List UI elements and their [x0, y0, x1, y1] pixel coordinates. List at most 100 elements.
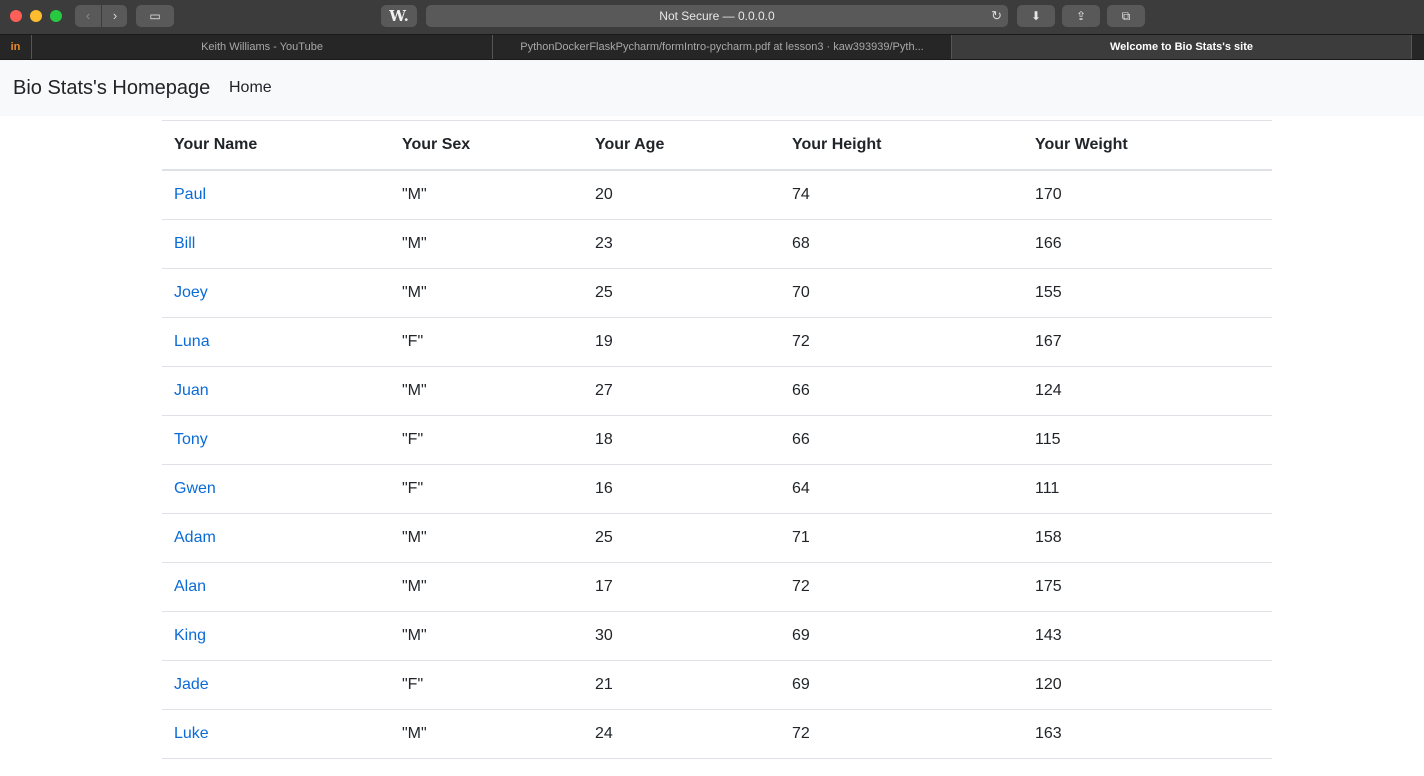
person-name-link[interactable]: Juan: [174, 382, 209, 399]
w-extension-button[interactable]: W.: [381, 5, 417, 27]
table-row: King "M" 30 69 143: [162, 611, 1272, 661]
navbar-brand[interactable]: Bio Stats's Homepage: [13, 77, 211, 99]
person-name-link[interactable]: Jade: [174, 676, 209, 693]
weight-cell: 175: [1023, 562, 1272, 612]
sex-cell: "M": [390, 611, 583, 661]
browser-toolbar: ‹ › ▭ W. Not Secure — 0.0.0.0 ↻ ⬇ ⇪ ⧉: [0, 0, 1424, 34]
height-cell: 68: [780, 219, 1023, 269]
download-icon[interactable]: ⬇: [1017, 5, 1055, 27]
person-name-link[interactable]: King: [174, 627, 207, 644]
height-cell: 70: [780, 268, 1023, 318]
sidebar-icon[interactable]: ▭: [136, 5, 174, 27]
table-row: Gwen "F" 16 64 111: [162, 464, 1272, 514]
sex-cell: "M": [390, 170, 583, 220]
sex-cell: "F": [390, 464, 583, 514]
age-cell: 19: [583, 317, 780, 367]
name-cell: Luke: [162, 709, 390, 759]
header-name: Your Name: [162, 120, 390, 171]
table-row: Juan "M" 27 66 124: [162, 366, 1272, 416]
address-text: Not Secure — 0.0.0.0: [659, 9, 775, 23]
height-cell: 74: [780, 170, 1023, 220]
name-cell: Luna: [162, 317, 390, 367]
person-name-link[interactable]: Alan: [174, 578, 207, 595]
sex-cell: "M": [390, 268, 583, 318]
tab-bar: in Keith Williams - YouTube PythonDocker…: [0, 34, 1424, 60]
height-cell: 71: [780, 513, 1023, 563]
tab-overview-icon[interactable]: ⧉: [1107, 5, 1145, 27]
share-icon[interactable]: ⇪: [1062, 5, 1100, 27]
tab-bio-stats-active[interactable]: Welcome to Bio Stats's site: [952, 35, 1412, 59]
name-cell: Joey: [162, 268, 390, 318]
weight-cell: 166: [1023, 219, 1272, 269]
name-cell: Gwen: [162, 464, 390, 514]
weight-cell: 124: [1023, 366, 1272, 416]
pinned-tab-logo-icon[interactable]: in: [0, 35, 32, 59]
table-row: Luke "M" 24 72 163: [162, 709, 1272, 759]
age-cell: 21: [583, 660, 780, 710]
reload-icon[interactable]: ↻: [991, 8, 1002, 23]
person-name-link[interactable]: Joey: [174, 284, 208, 301]
age-cell: 25: [583, 268, 780, 318]
weight-cell: 155: [1023, 268, 1272, 318]
tab-github-pdf[interactable]: PythonDockerFlaskPycharm/formIntro-pycha…: [493, 35, 952, 59]
person-name-link[interactable]: Bill: [174, 235, 196, 252]
age-cell: 23: [583, 219, 780, 269]
weight-cell: 120: [1023, 660, 1272, 710]
history-nav: ‹ ›: [75, 5, 127, 27]
person-name-link[interactable]: Gwen: [174, 480, 216, 497]
age-cell: 27: [583, 366, 780, 416]
weight-cell: 115: [1023, 415, 1272, 465]
name-cell: Juan: [162, 366, 390, 416]
age-cell: 18: [583, 415, 780, 465]
height-cell: 69: [780, 611, 1023, 661]
height-cell: 66: [780, 415, 1023, 465]
person-name-link[interactable]: Adam: [174, 529, 216, 546]
table-row: Jade "F" 21 69 120: [162, 660, 1272, 710]
table-row: Bill "M" 23 68 166: [162, 219, 1272, 269]
name-cell: Jade: [162, 660, 390, 710]
bio-stats-table-container: Your Name Your Sex Your Age Your Height …: [162, 120, 1272, 759]
age-cell: 24: [583, 709, 780, 759]
sex-cell: "M": [390, 709, 583, 759]
age-cell: 20: [583, 170, 780, 220]
header-height: Your Height: [780, 120, 1023, 171]
header-sex: Your Sex: [390, 120, 583, 171]
height-cell: 66: [780, 366, 1023, 416]
name-cell: Bill: [162, 219, 390, 269]
person-name-link[interactable]: Paul: [174, 186, 207, 203]
tab-youtube[interactable]: Keith Williams - YouTube: [32, 35, 493, 59]
sex-cell: "M": [390, 366, 583, 416]
person-name-link[interactable]: Tony: [174, 431, 208, 448]
table-row: Alan "M" 17 72 175: [162, 562, 1272, 612]
nav-home-link[interactable]: Home: [229, 79, 272, 96]
age-cell: 25: [583, 513, 780, 563]
name-cell: Adam: [162, 513, 390, 563]
person-name-link[interactable]: Luke: [174, 725, 209, 742]
name-cell: Tony: [162, 415, 390, 465]
table-header-row: Your Name Your Sex Your Age Your Height …: [162, 120, 1272, 171]
age-cell: 16: [583, 464, 780, 514]
bio-stats-table: Your Name Your Sex Your Age Your Height …: [162, 120, 1272, 759]
site-navbar: Bio Stats's Homepage Home: [0, 60, 1424, 116]
weight-cell: 170: [1023, 170, 1272, 220]
close-window-button[interactable]: [10, 10, 22, 22]
forward-arrow-icon[interactable]: ›: [101, 5, 128, 27]
height-cell: 72: [780, 317, 1023, 367]
table-row: Luna "F" 19 72 167: [162, 317, 1272, 367]
table-row: Paul "M" 20 74 170: [162, 170, 1272, 220]
name-cell: Alan: [162, 562, 390, 612]
person-name-link[interactable]: Luna: [174, 333, 210, 350]
name-cell: King: [162, 611, 390, 661]
sex-cell: "F": [390, 660, 583, 710]
sex-cell: "M": [390, 562, 583, 612]
zoom-window-button[interactable]: [50, 10, 62, 22]
sex-cell: "M": [390, 219, 583, 269]
minimize-window-button[interactable]: [30, 10, 42, 22]
back-arrow-icon[interactable]: ‹: [85, 8, 91, 23]
table-row: Adam "M" 25 71 158: [162, 513, 1272, 563]
weight-cell: 167: [1023, 317, 1272, 367]
address-bar[interactable]: Not Secure — 0.0.0.0 ↻: [426, 5, 1008, 27]
header-weight: Your Weight: [1023, 120, 1272, 171]
table-row: Tony "F" 18 66 115: [162, 415, 1272, 465]
height-cell: 72: [780, 562, 1023, 612]
